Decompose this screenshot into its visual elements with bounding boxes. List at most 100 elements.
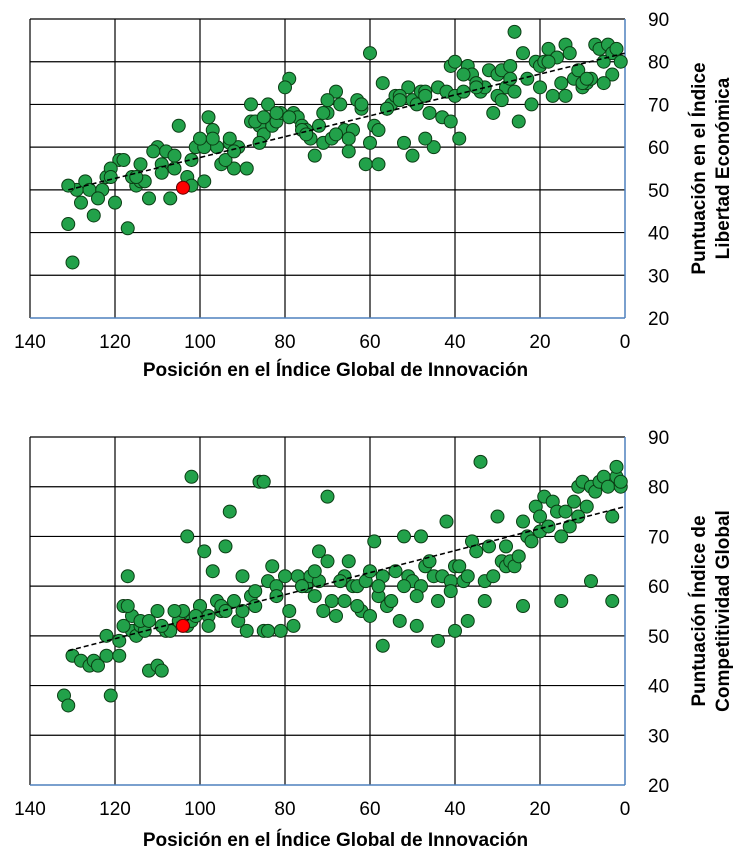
scatter-point <box>460 613 475 628</box>
scatter-point <box>193 131 207 146</box>
scatter-point <box>74 195 88 210</box>
scatter-point <box>154 663 169 678</box>
scatter-point <box>486 105 501 120</box>
scatter-point <box>516 514 530 529</box>
scatter-point <box>184 152 199 167</box>
scatter-point <box>307 589 322 604</box>
scatter-point <box>409 97 424 112</box>
highlighted-point <box>176 180 190 195</box>
x-tick-label: 140 <box>14 799 46 820</box>
scatter-point <box>312 544 326 559</box>
chart-global-competitiveness: 140 120 100 80 60 40 20 0 20 30 40 50 60 70 80 90 Posici… <box>14 428 734 851</box>
scatter-point <box>244 97 258 112</box>
scatter-point <box>61 698 76 713</box>
x-axis-title: Posición en el Índice Global de Innovaci… <box>143 829 528 851</box>
x-tick-label: 80 <box>274 799 295 820</box>
y-tick-label: 40 <box>648 224 669 245</box>
scatter-point <box>397 579 411 594</box>
scatter-point <box>456 67 471 82</box>
scatter-point <box>307 148 322 163</box>
scatter-point <box>422 105 437 120</box>
x-axis-title: Posición en el Índice Global de Innovaci… <box>143 359 528 381</box>
scatter-point <box>239 623 254 638</box>
plot-area <box>30 19 625 318</box>
scatter-point <box>142 191 156 206</box>
scatter-point <box>103 688 118 703</box>
scatter-point <box>469 80 484 95</box>
x-tick-label: 40 <box>444 332 465 353</box>
scatter-point <box>269 589 284 604</box>
x-tick-label: 100 <box>184 799 216 820</box>
scatter-point <box>571 509 586 524</box>
scatter-point <box>65 255 80 270</box>
scatter-point <box>533 509 547 524</box>
scatter-point <box>524 534 539 549</box>
scatter-point <box>167 604 182 618</box>
scatter-point <box>388 564 403 579</box>
y-tick-label: 90 <box>648 428 669 449</box>
scatter-point <box>350 599 365 614</box>
scatter-point <box>541 54 556 69</box>
scatter-point <box>409 589 424 604</box>
y-tick-label: 80 <box>648 478 669 499</box>
scatter-point <box>579 499 594 514</box>
scatter-point <box>329 127 343 142</box>
y-tick-label: 40 <box>648 677 669 698</box>
scatter-point <box>405 148 420 163</box>
scatter-point <box>511 114 526 129</box>
x-tick-label: 60 <box>359 799 380 820</box>
scatter-point <box>613 54 628 69</box>
scatter-point <box>256 110 271 125</box>
scatter-point <box>320 93 335 108</box>
scatter-point <box>142 613 156 628</box>
scatter-point <box>112 633 127 648</box>
scatter-point <box>248 584 263 599</box>
scatter-point <box>150 604 165 618</box>
scatter-point <box>439 514 454 529</box>
scatter-point <box>507 84 522 99</box>
scatter-point <box>116 618 131 633</box>
scatter-point <box>120 569 135 584</box>
scatter-point <box>205 131 220 146</box>
y-axis-title-line: Competitividad Global <box>713 510 734 712</box>
scatter-point <box>613 474 628 489</box>
scatter-point <box>112 648 127 663</box>
scatter-point <box>516 599 530 614</box>
scatter-point <box>567 494 581 509</box>
scatter-point <box>307 564 322 579</box>
scatter-point <box>108 195 122 210</box>
scatter-point <box>341 554 356 569</box>
scatter-point <box>239 161 254 176</box>
scatter-point <box>431 594 445 609</box>
scatter-point <box>494 93 509 108</box>
scatter-point <box>61 178 76 193</box>
scatter-point <box>329 84 343 99</box>
scatter-point <box>363 608 377 623</box>
x-tick-label: 80 <box>274 332 295 353</box>
scatter-point <box>235 569 250 584</box>
scatter-point <box>562 46 577 61</box>
scatter-point <box>371 157 386 172</box>
scatter-point <box>333 574 348 589</box>
scatter-point <box>278 569 292 584</box>
scatter-point <box>329 608 343 623</box>
scatter-point <box>363 135 377 150</box>
scatter-point <box>397 135 411 150</box>
highlighted-point <box>176 618 190 633</box>
x-tick-label: 120 <box>99 332 131 353</box>
scatter-point <box>235 604 250 618</box>
x-tick-label: 40 <box>444 799 465 820</box>
scatter-point <box>397 529 411 544</box>
scatter-point <box>99 648 114 663</box>
scatter-point <box>371 579 386 594</box>
scatter-point <box>545 88 560 103</box>
scatter-point <box>443 114 458 129</box>
scatter-point <box>584 574 598 589</box>
scatter-point <box>367 534 382 549</box>
y-tick-label: 50 <box>648 181 669 202</box>
y-tick-label: 60 <box>648 138 669 159</box>
scatter-point <box>452 131 467 146</box>
scatter-point <box>503 58 518 73</box>
scatter-point <box>278 80 292 95</box>
scatter-point <box>103 170 118 185</box>
